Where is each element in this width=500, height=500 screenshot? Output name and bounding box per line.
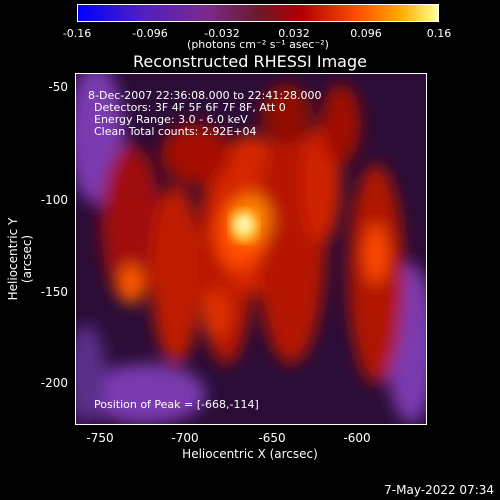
colorbar-tick: -0.032 xyxy=(204,27,240,40)
heatmap-image xyxy=(76,74,426,424)
peak-position-label: Position of Peak = [-668,-114] xyxy=(94,398,259,411)
heatmap-plot xyxy=(75,73,427,425)
x-tick-label: -650 xyxy=(258,431,286,445)
colorbar-tick: -0.16 xyxy=(62,27,92,40)
colorbar-tick: 0.096 xyxy=(350,27,382,40)
colorbar-units: (photons cm⁻² s⁻¹ asec⁻²) xyxy=(187,38,329,51)
annotation-clean-counts: Clean Total counts: 2.92E+04 xyxy=(94,125,257,138)
colorbar-tick: 0.16 xyxy=(426,27,452,40)
annotation-detectors: Detectors: 3F 4F 5F 6F 7F 8F, Att 0 xyxy=(94,101,286,114)
x-tick-label: -600 xyxy=(343,431,371,445)
x-tick-label: -700 xyxy=(171,431,199,445)
annotation-time-range: 8-Dec-2007 22:36:08.000 to 22:41:28.000 xyxy=(88,89,322,102)
timestamp-footer: 7-May-2022 07:34 xyxy=(384,483,494,497)
chart-title: Reconstructed RHESSI Image xyxy=(133,52,367,71)
y-tick-label: -50 xyxy=(48,80,68,94)
x-axis-label: Heliocentric X (arcsec) xyxy=(182,447,318,461)
colorbar-tick: 0.032 xyxy=(278,27,310,40)
colorbar xyxy=(77,4,439,22)
annotation-energy-range: Energy Range: 3.0 - 6.0 keV xyxy=(94,113,248,126)
colorbar-tick: -0.096 xyxy=(132,27,168,40)
y-tick-label: -100 xyxy=(40,193,68,207)
y-axis-label: Heliocentric Y (arcsec) xyxy=(6,217,34,301)
y-tick-label: -150 xyxy=(40,285,68,299)
x-tick-label: -750 xyxy=(86,431,114,445)
y-tick-label: -200 xyxy=(40,376,68,390)
